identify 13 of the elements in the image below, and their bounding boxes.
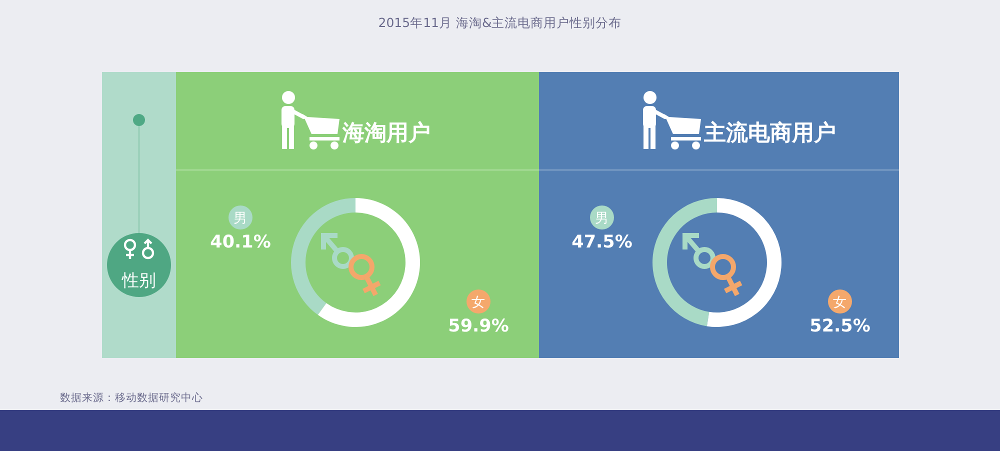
source-note: 数据来源：移动数据研究中心 — [60, 391, 203, 404]
text: 性别 — [121, 271, 156, 291]
text: 2015年11月 海淘&主流电商用户性别分布 — [378, 15, 622, 30]
slice-label: 女 — [472, 294, 486, 310]
data-label: 59.9% — [448, 316, 509, 336]
slice-label: 男 — [595, 210, 609, 226]
chart-title: 主流电商用户 — [703, 120, 836, 146]
slice-label: 男 — [234, 210, 248, 226]
slice-label: 女 — [833, 294, 847, 310]
chart-title: 海淘用户 — [342, 120, 430, 146]
data-label: 40.1% — [210, 232, 271, 252]
data-label: 47.5% — [572, 232, 632, 252]
data-label: 52.5% — [810, 316, 870, 336]
